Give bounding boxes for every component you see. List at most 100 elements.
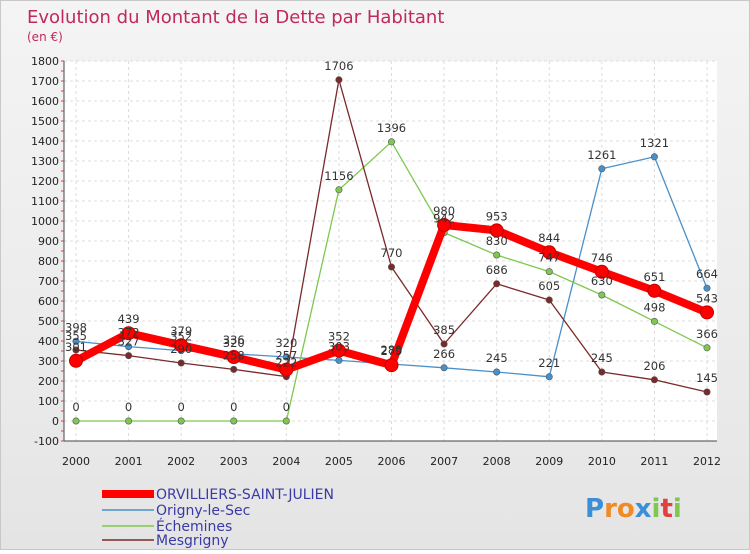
series-point <box>121 326 136 341</box>
x-tick-label: 2004 <box>272 455 300 468</box>
series-point <box>650 376 658 384</box>
y-tick-label: 1200 <box>31 175 59 188</box>
y-tick-label: 100 <box>38 395 59 408</box>
data-label: 366 <box>696 327 718 341</box>
y-tick-label: 1100 <box>31 195 59 208</box>
series-point <box>230 365 238 373</box>
y-tick-label: 1700 <box>31 75 59 88</box>
data-label: 746 <box>591 251 613 265</box>
series-point <box>335 186 343 194</box>
data-label: 0 <box>125 400 132 414</box>
series-point <box>72 417 80 425</box>
data-label: 245 <box>486 351 508 365</box>
logo-letter: i <box>673 494 682 524</box>
series-point <box>174 338 189 353</box>
y-tick-label: 1000 <box>31 215 59 228</box>
x-tick-label: 2005 <box>325 455 353 468</box>
logo-letter: o <box>617 494 635 524</box>
series-point <box>440 364 448 372</box>
x-tick-label: 2009 <box>535 455 563 468</box>
series-point <box>594 264 609 279</box>
series-point <box>125 343 133 351</box>
series-point <box>598 368 606 376</box>
series-point <box>545 296 553 304</box>
data-label: 630 <box>591 274 613 288</box>
series-point <box>335 76 343 84</box>
series-point <box>650 317 658 325</box>
data-label: 1706 <box>324 59 353 73</box>
legend-label-2: Échemines <box>156 518 232 535</box>
series-point <box>598 165 606 173</box>
series-point <box>650 153 658 161</box>
data-label: 145 <box>696 371 718 385</box>
data-label: 953 <box>486 209 508 223</box>
series-point <box>331 343 346 358</box>
data-label: 379 <box>170 324 192 338</box>
series-point <box>279 362 294 377</box>
y-tick-label: 600 <box>38 295 59 308</box>
data-label: 320 <box>223 336 245 350</box>
data-label: 942 <box>433 212 455 226</box>
x-tick-label: 2002 <box>167 455 195 468</box>
series-point <box>647 283 662 298</box>
data-label: 0 <box>230 400 237 414</box>
y-tick-label: 1500 <box>31 115 59 128</box>
data-label: 290 <box>170 342 192 356</box>
data-label: 352 <box>170 330 192 344</box>
series-point <box>230 417 238 425</box>
series-point <box>493 251 501 259</box>
legend-label-3: Mesgrigny <box>156 533 229 549</box>
series-point <box>598 291 606 299</box>
proxiti-logo: Proxiti <box>585 494 682 524</box>
series-point <box>387 138 395 146</box>
data-label: 279 <box>381 344 403 358</box>
data-label: 258 <box>223 348 245 362</box>
series-point <box>703 388 711 396</box>
data-label: 1261 <box>587 148 616 162</box>
y-tick-label: 300 <box>38 355 59 368</box>
data-label: 1321 <box>640 136 669 150</box>
series-point <box>545 373 553 381</box>
data-label: 686 <box>486 263 508 277</box>
logo-letter: x <box>635 494 652 524</box>
x-tick-label: 2008 <box>483 455 511 468</box>
y-tick-label: 1400 <box>31 135 59 148</box>
series-point <box>493 368 501 376</box>
y-tick-label: -100 <box>34 435 59 448</box>
data-label: 830 <box>486 234 508 248</box>
data-label: 651 <box>643 270 665 284</box>
y-tick-label: 0 <box>52 415 59 428</box>
y-tick-label: 400 <box>38 335 59 348</box>
series-point <box>703 284 711 292</box>
logo-letter: t <box>660 494 672 524</box>
series-point <box>700 305 714 320</box>
series-point <box>69 353 83 368</box>
data-label: 439 <box>118 312 140 326</box>
plot-background <box>64 61 717 441</box>
series-point <box>125 417 133 425</box>
data-label: 285 <box>381 343 403 357</box>
series-point <box>125 352 133 360</box>
series-point <box>177 359 185 367</box>
data-label: 1156 <box>324 169 353 183</box>
y-tick-label: 1600 <box>31 95 59 108</box>
data-label: 747 <box>538 251 560 265</box>
series-point <box>542 245 557 260</box>
legend-label-1: Origny-le-Sec <box>156 503 250 519</box>
series-point <box>335 356 343 364</box>
data-label: 336 <box>223 333 245 347</box>
data-label: 320 <box>275 336 297 350</box>
data-label: 664 <box>696 267 718 281</box>
y-tick-label: 900 <box>38 235 59 248</box>
series-point <box>72 337 80 345</box>
series-point <box>703 344 711 352</box>
x-tick-label: 2010 <box>588 455 616 468</box>
series-point <box>72 346 80 354</box>
x-tick-label: 2001 <box>115 455 143 468</box>
data-label: 980 <box>433 204 455 218</box>
data-label: 257 <box>275 349 297 363</box>
x-tick-label: 2000 <box>62 455 90 468</box>
data-label: 770 <box>381 246 403 260</box>
data-label: 206 <box>643 359 665 373</box>
